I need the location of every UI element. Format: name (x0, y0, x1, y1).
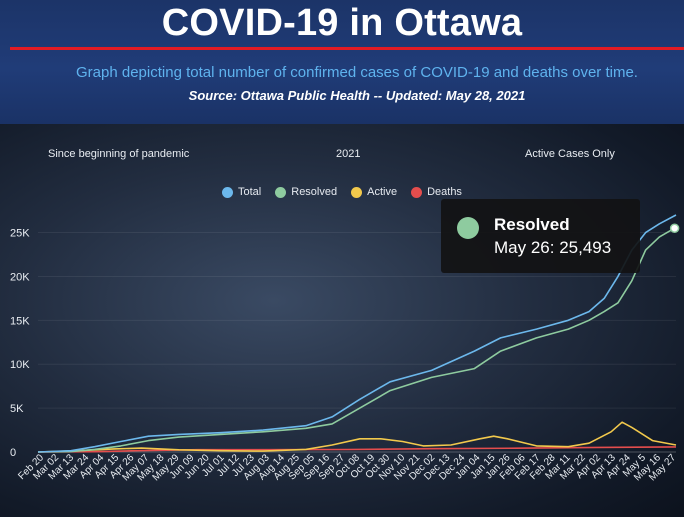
tab-active-cases-only[interactable]: Active Cases Only (525, 148, 615, 160)
legend-label: Total (238, 186, 262, 198)
series-line-deaths (37, 446, 677, 453)
source-note: Source: Ottawa Public Health -- Updated:… (188, 88, 526, 103)
tooltip-series-dot (457, 217, 479, 239)
legend-label: Resolved (291, 186, 338, 198)
y-tick-label: 25K (10, 228, 30, 240)
legend-label: Active (367, 186, 398, 198)
page-title: COVID-19 in Ottawa (161, 2, 523, 44)
legend-swatch (411, 186, 423, 198)
y-tick-label: 10K (10, 359, 30, 371)
chart-tooltip: Resolved May 26: 25,493 (441, 199, 640, 273)
legend-item-active[interactable]: Active (351, 186, 397, 198)
y-tick-label: 15K (10, 315, 30, 327)
tab-since-beginning[interactable]: Since beginning of pandemic (48, 148, 190, 160)
legend-swatch (351, 186, 363, 198)
series-line-resolved (37, 227, 675, 453)
resolved-hover-point (669, 223, 680, 233)
page-header: COVID-19 in Ottawa Graph depicting total… (0, 0, 684, 124)
series-line-active (37, 421, 677, 453)
chart-legend: Total Resolved Active Deaths (222, 186, 462, 198)
legend-swatch (275, 186, 287, 198)
y-tick-label: 0 (10, 447, 16, 459)
title-underline (10, 47, 684, 50)
tooltip-value: May 26: 25,493 (494, 238, 612, 257)
legend-item-deaths[interactable]: Deaths (411, 186, 462, 198)
tab-2021[interactable]: 2021 (336, 148, 361, 160)
tooltip-series-name: Resolved (494, 215, 570, 234)
legend-item-resolved[interactable]: Resolved (275, 186, 337, 198)
legend-label: Deaths (427, 186, 462, 198)
y-tick-label: 5K (10, 403, 24, 415)
legend-swatch (222, 186, 233, 198)
legend-item-total[interactable]: Total (222, 186, 261, 198)
chart-subtitle: Graph depicting total number of confirme… (76, 64, 638, 81)
y-tick-label: 20K (10, 271, 30, 283)
